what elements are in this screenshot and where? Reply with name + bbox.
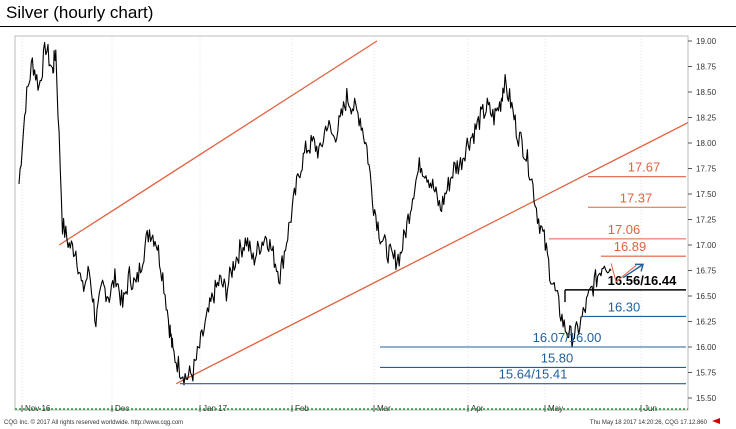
y-tick-label: 15.75 xyxy=(696,369,717,378)
arrow-head xyxy=(635,263,644,272)
scroll-left-icon[interactable] xyxy=(712,418,720,424)
y-tick-label: 18.50 xyxy=(696,88,717,97)
level-label: 17.37 xyxy=(620,190,653,205)
y-tick-label: 17.00 xyxy=(696,241,717,250)
x-tick-label: Dec xyxy=(115,404,129,413)
footer-left: CQG Inc. © 2017 All rights reserved worl… xyxy=(4,419,183,426)
price-series xyxy=(18,41,612,386)
x-axis: Nov 16DecJan 17FebMarAprMayJun xyxy=(15,404,688,413)
level-label: 15.80 xyxy=(541,350,574,365)
y-tick-label: 18.00 xyxy=(696,139,717,148)
y-tick-label: 15.50 xyxy=(696,394,717,403)
trend-channel xyxy=(58,40,689,385)
chart-title: Silver (hourly chart) xyxy=(6,3,154,22)
y-tick-label: 18.25 xyxy=(696,114,717,123)
level-label: 16.30 xyxy=(608,299,641,314)
channel-lower-line xyxy=(175,122,689,385)
y-tick-label: 16.50 xyxy=(696,292,717,301)
y-tick-label: 17.75 xyxy=(696,165,717,174)
x-tick-label: Apr xyxy=(471,404,484,413)
level-label: 17.06 xyxy=(608,222,641,237)
y-tick-label: 16.75 xyxy=(696,267,717,276)
price-line xyxy=(18,41,612,386)
x-tick-label: Nov 16 xyxy=(25,404,51,413)
x-tick-label: Jun xyxy=(644,404,657,413)
channel-upper-line xyxy=(58,40,378,246)
level-label: 15.64/15.41 xyxy=(499,367,568,382)
y-tick-label: 17.25 xyxy=(696,216,717,225)
level-label: 16.89 xyxy=(614,239,647,254)
plot-frame xyxy=(14,35,689,411)
y-tick-label: 19.00 xyxy=(696,37,717,46)
projection-path xyxy=(610,263,637,283)
footer-right: Thu May 18 2017 14:20:26, CQG 17.12.860 xyxy=(590,420,708,426)
y-tick-label: 18.75 xyxy=(696,63,717,72)
arrow-shaft xyxy=(622,263,644,279)
projection-arrow xyxy=(610,263,644,283)
y-tick-label: 17.50 xyxy=(696,190,717,199)
level-label: 16.07/16.00 xyxy=(533,330,602,345)
y-tick-label: 16.00 xyxy=(696,343,717,352)
title-divider xyxy=(0,26,736,27)
level-label: 17.67 xyxy=(628,160,661,175)
x-tick-label: Feb xyxy=(295,404,309,413)
y-tick-label: 16.25 xyxy=(696,318,717,327)
price-levels: 17.6717.3717.0616.8916.56/16.4416.3016.0… xyxy=(180,160,686,385)
grid xyxy=(21,36,642,410)
y-axis: 19.00 18.75 18.50 18.25 18.00 17.75 17.50 17.25… xyxy=(688,37,717,403)
